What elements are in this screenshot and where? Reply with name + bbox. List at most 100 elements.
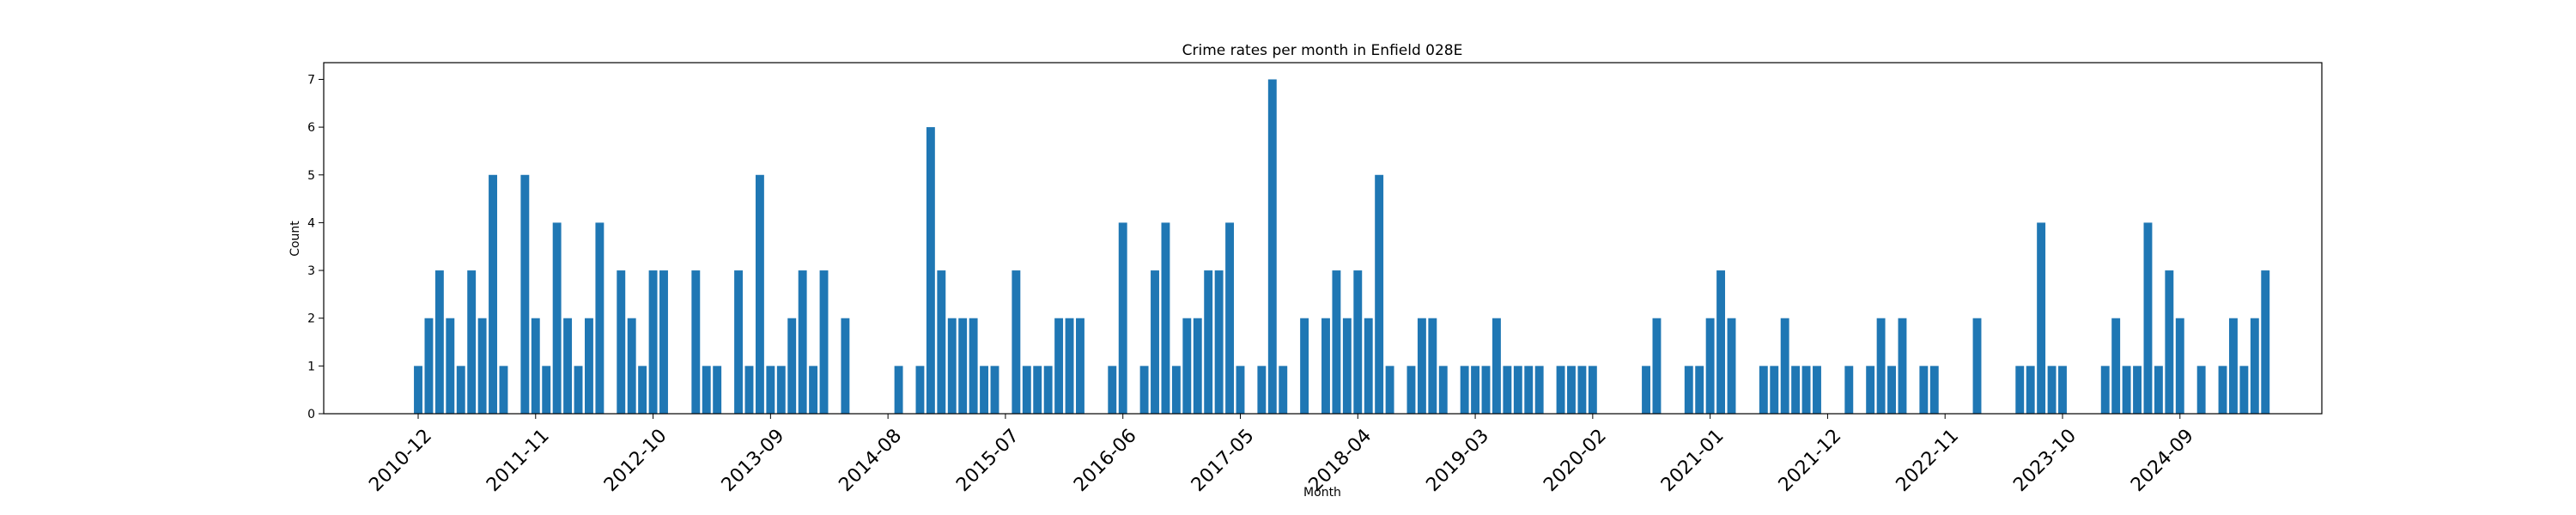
plot-frame: [323, 62, 2323, 415]
bar: [1118, 222, 1127, 414]
bar: [1012, 270, 1021, 414]
bar: [2218, 366, 2227, 414]
bar: [1022, 366, 1031, 414]
bar: [1279, 366, 1288, 414]
bar: [1556, 366, 1565, 414]
x-tick-label: 2021-12: [1775, 425, 1846, 496]
bar: [1727, 318, 1736, 414]
bar: [776, 366, 786, 414]
bar: [489, 174, 497, 414]
x-tick-label: 2024-09: [2127, 425, 2198, 496]
x-tick-label: 2012-10: [600, 425, 671, 496]
bar: [713, 366, 722, 414]
bar: [1919, 366, 1929, 414]
bar: [2037, 222, 2046, 414]
bar: [969, 318, 978, 414]
bar: [2015, 366, 2025, 414]
bar: [1171, 366, 1181, 414]
bar: [947, 318, 957, 414]
bar: [1844, 366, 1854, 414]
bar: [1929, 366, 1939, 414]
bar: [958, 318, 968, 414]
bar: [1684, 366, 1693, 414]
bar: [2154, 366, 2163, 414]
bar: [702, 366, 711, 414]
bar: [819, 270, 829, 414]
y-tick-label: 7: [307, 73, 315, 87]
bar: [1375, 174, 1384, 414]
x-tick-label: 2019-03: [1422, 425, 1493, 496]
y-tick-label: 5: [307, 169, 315, 183]
x-tick-label: 2016-06: [1070, 425, 1141, 496]
bar: [1321, 318, 1330, 414]
bar: [595, 222, 605, 414]
bar: [2229, 318, 2238, 414]
bar: [1866, 366, 1875, 414]
bar: [809, 366, 818, 414]
bar: [531, 318, 540, 414]
bar: [1503, 366, 1512, 414]
bar: [2122, 366, 2131, 414]
bar: [1161, 222, 1170, 414]
bar: [1332, 270, 1341, 414]
bar: [2143, 222, 2153, 414]
bar: [2133, 366, 2142, 414]
bar: [1428, 318, 1437, 414]
bar: [2196, 366, 2206, 414]
bar: [744, 366, 754, 414]
y-axis: 0 1 2 3 4 5 6 7: [307, 73, 324, 421]
bar: [1972, 318, 1982, 414]
y-tick-label: 6: [307, 121, 315, 135]
bar: [1780, 318, 1789, 414]
bars-group: [414, 79, 2270, 414]
bar: [1342, 318, 1352, 414]
bar: [1204, 270, 1213, 414]
bar: [1364, 318, 1373, 414]
bar: [1524, 366, 1534, 414]
bar: [2239, 366, 2249, 414]
bar: [734, 270, 743, 414]
bar: [1481, 366, 1491, 414]
bar: [446, 318, 455, 414]
bar: [798, 270, 807, 414]
x-axis: 2010-12 2011-11 2012-10 2013-09 2014-08 2015-…: [365, 414, 2198, 496]
bar: [499, 366, 508, 414]
bar: [520, 174, 530, 414]
bar: [638, 366, 647, 414]
bar: [1225, 222, 1235, 414]
bar: [1438, 366, 1448, 414]
bar: [563, 318, 573, 414]
bar: [574, 366, 583, 414]
x-tick-label: 2015-07: [952, 425, 1024, 496]
bar: [467, 270, 477, 414]
bar: [1054, 318, 1064, 414]
y-axis-label: Count: [289, 221, 302, 257]
y-tick-label: 4: [307, 216, 315, 230]
bar: [617, 270, 626, 414]
bar: [915, 366, 925, 414]
bar: [1471, 366, 1480, 414]
bar: [1652, 318, 1662, 414]
bar: [414, 366, 422, 414]
bar: [1813, 366, 1821, 414]
bar: [1214, 270, 1224, 414]
bar: [585, 318, 593, 414]
bar: [766, 366, 775, 414]
bar: [1065, 318, 1074, 414]
bar: [434, 270, 444, 414]
bar: [1460, 366, 1469, 414]
y-tick-label: 0: [307, 408, 315, 421]
x-tick-label: 2021-01: [1657, 425, 1728, 496]
bar: [1385, 366, 1394, 414]
bar: [1588, 366, 1597, 414]
y-tick-label: 1: [307, 360, 315, 373]
bar: [1151, 270, 1159, 414]
bar: [937, 270, 946, 414]
x-tick-label: 2013-09: [718, 425, 789, 496]
bar: [990, 366, 999, 414]
bar: [2100, 366, 2110, 414]
x-tick-label: 2017-05: [1188, 425, 1259, 496]
bar: [1076, 318, 1084, 414]
x-tick-label: 2014-08: [835, 425, 906, 496]
x-tick-label: 2010-12: [365, 425, 436, 496]
